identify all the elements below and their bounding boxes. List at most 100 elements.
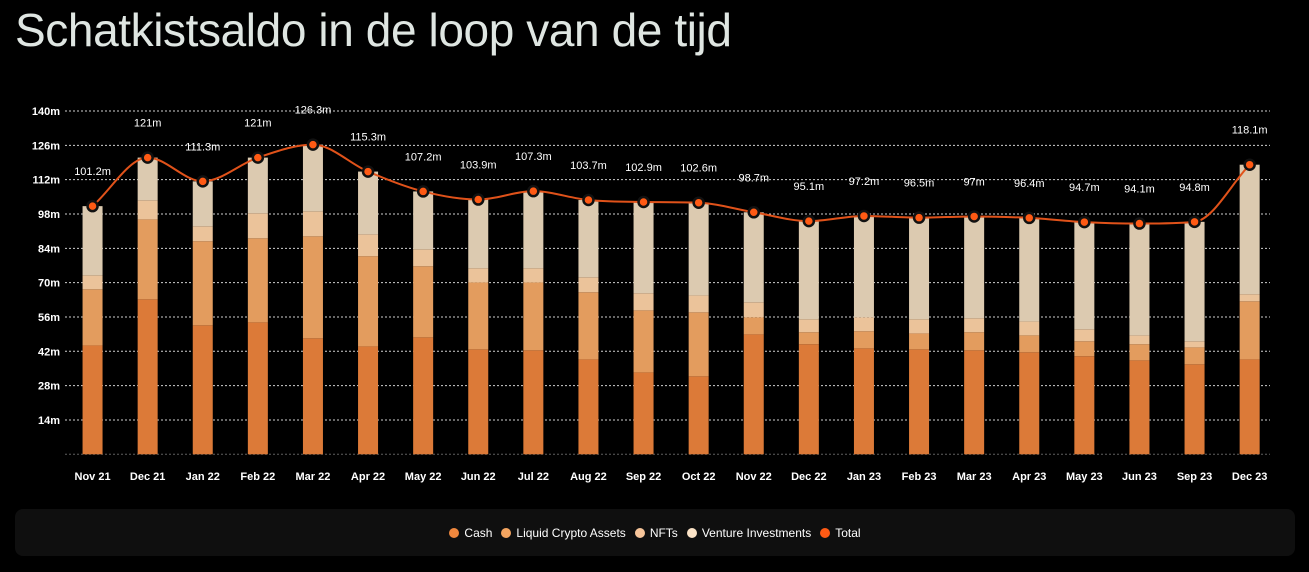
bar-liquid-crypto-assets-sep-23[interactable] — [1184, 347, 1205, 365]
total-point-sep-23[interactable] — [1188, 215, 1201, 229]
legend-item-venture-investments[interactable]: Venture Investments — [686, 526, 811, 540]
bar-liquid-crypto-assets-feb-23[interactable] — [909, 333, 930, 350]
bar-cash-jan-23[interactable] — [853, 348, 874, 455]
total-point-sep-22[interactable] — [637, 195, 650, 209]
bar-venture-investments-dec-21[interactable] — [137, 157, 158, 201]
bar-liquid-crypto-assets-jan-23[interactable] — [853, 331, 874, 349]
bar-nfts-jul-22[interactable] — [523, 268, 544, 283]
bar-cash-dec-21[interactable] — [137, 299, 158, 455]
total-point-jun-22[interactable] — [472, 193, 485, 206]
total-point-nov-21[interactable] — [86, 199, 99, 213]
bar-liquid-crypto-assets-apr-23[interactable] — [1019, 335, 1040, 353]
bar-venture-investments-mar-22[interactable] — [302, 144, 323, 212]
bar-nfts-jun-23[interactable] — [1129, 335, 1150, 345]
bar-venture-investments-nov-21[interactable] — [82, 206, 103, 276]
bar-nfts-dec-23[interactable] — [1239, 294, 1260, 302]
bar-nfts-dec-22[interactable] — [798, 319, 819, 333]
bar-nfts-aug-22[interactable] — [578, 277, 599, 293]
bar-cash-jan-22[interactable] — [192, 325, 213, 455]
bar-cash-oct-22[interactable] — [688, 376, 709, 455]
bar-nfts-jan-23[interactable] — [853, 317, 874, 332]
bar-liquid-crypto-assets-oct-22[interactable] — [688, 312, 709, 377]
bar-cash-mar-23[interactable] — [964, 350, 985, 455]
bar-liquid-crypto-assets-sep-22[interactable] — [633, 310, 654, 373]
bar-venture-investments-nov-22[interactable] — [743, 212, 764, 303]
bar-venture-investments-may-22[interactable] — [413, 191, 434, 250]
total-point-apr-23[interactable] — [1023, 211, 1036, 225]
bar-nfts-jan-22[interactable] — [192, 226, 213, 242]
bar-nfts-oct-22[interactable] — [688, 295, 709, 313]
bar-venture-investments-may-23[interactable] — [1074, 222, 1095, 330]
bar-nfts-apr-22[interactable] — [358, 234, 379, 257]
total-point-dec-22[interactable] — [802, 214, 816, 228]
bar-liquid-crypto-assets-apr-22[interactable] — [358, 256, 379, 347]
legend-item-total[interactable]: Total — [820, 526, 861, 540]
bar-nfts-feb-23[interactable] — [909, 319, 930, 334]
legend-item-liquid-crypto-assets[interactable]: Liquid Crypto Assets — [501, 526, 626, 540]
bar-liquid-crypto-assets-feb-22[interactable] — [247, 238, 268, 323]
bar-liquid-crypto-assets-mar-23[interactable] — [964, 332, 985, 351]
bar-venture-investments-mar-23[interactable] — [964, 216, 985, 319]
bar-nfts-feb-22[interactable] — [247, 213, 268, 239]
bar-venture-investments-jul-22[interactable] — [523, 191, 544, 269]
bar-nfts-jun-22[interactable] — [468, 268, 489, 283]
total-point-mar-22[interactable] — [306, 138, 320, 151]
bar-liquid-crypto-assets-jul-22[interactable] — [523, 282, 544, 351]
bar-liquid-crypto-assets-nov-22[interactable] — [743, 317, 764, 335]
bar-venture-investments-aug-22[interactable] — [578, 200, 599, 278]
total-point-jan-23[interactable] — [857, 209, 871, 223]
bar-cash-jun-23[interactable] — [1129, 360, 1150, 455]
bar-nfts-may-22[interactable] — [413, 249, 434, 267]
bar-nfts-nov-22[interactable] — [743, 302, 764, 318]
bar-liquid-crypto-assets-jun-23[interactable] — [1129, 344, 1150, 361]
total-point-jun-23[interactable] — [1133, 217, 1146, 230]
bar-cash-dec-23[interactable] — [1239, 359, 1260, 455]
bar-venture-investments-dec-23[interactable] — [1239, 164, 1260, 295]
bar-nfts-sep-23[interactable] — [1184, 341, 1205, 348]
bar-cash-mar-22[interactable] — [302, 338, 323, 455]
bar-liquid-crypto-assets-jan-22[interactable] — [192, 241, 213, 326]
legend-item-cash[interactable]: Cash — [449, 526, 492, 540]
total-point-oct-22[interactable] — [692, 196, 705, 209]
bar-liquid-crypto-assets-may-23[interactable] — [1074, 341, 1095, 357]
total-point-jul-22[interactable] — [527, 184, 540, 198]
bar-cash-aug-22[interactable] — [578, 359, 599, 455]
total-point-may-23[interactable] — [1078, 215, 1091, 229]
bar-venture-investments-sep-23[interactable] — [1184, 221, 1205, 342]
total-point-aug-22[interactable] — [582, 193, 595, 207]
bar-cash-apr-23[interactable] — [1019, 352, 1040, 455]
bar-venture-investments-sep-22[interactable] — [633, 201, 654, 294]
bar-venture-investments-feb-23[interactable] — [909, 217, 930, 320]
bar-liquid-crypto-assets-jun-22[interactable] — [468, 282, 489, 350]
total-point-dec-23[interactable] — [1243, 158, 1256, 171]
bar-liquid-crypto-assets-dec-23[interactable] — [1239, 301, 1260, 360]
bar-liquid-crypto-assets-nov-21[interactable] — [82, 289, 103, 346]
bar-nfts-mar-23[interactable] — [964, 318, 985, 333]
bar-nfts-mar-22[interactable] — [302, 211, 323, 237]
bar-liquid-crypto-assets-dec-22[interactable] — [798, 332, 819, 345]
total-point-feb-23[interactable] — [912, 211, 926, 224]
bar-cash-jun-22[interactable] — [468, 349, 489, 455]
bar-venture-investments-apr-22[interactable] — [358, 171, 379, 235]
bar-cash-dec-22[interactable] — [798, 344, 819, 455]
bar-cash-may-23[interactable] — [1074, 356, 1095, 455]
bar-cash-sep-22[interactable] — [633, 372, 654, 455]
bar-cash-may-22[interactable] — [413, 337, 434, 455]
bar-liquid-crypto-assets-aug-22[interactable] — [578, 292, 599, 360]
total-point-mar-23[interactable] — [967, 210, 981, 223]
bar-cash-apr-22[interactable] — [358, 346, 379, 455]
bar-venture-investments-jun-23[interactable] — [1129, 223, 1150, 336]
bar-nfts-apr-23[interactable] — [1019, 321, 1040, 336]
total-point-jan-22[interactable] — [196, 175, 209, 188]
bar-venture-investments-jan-22[interactable] — [192, 181, 213, 227]
total-point-nov-22[interactable] — [747, 206, 760, 219]
bar-cash-nov-22[interactable] — [743, 334, 764, 455]
bar-venture-investments-apr-23[interactable] — [1019, 217, 1040, 322]
bar-venture-investments-oct-22[interactable] — [688, 202, 709, 296]
bar-venture-investments-dec-22[interactable] — [798, 221, 819, 320]
bar-nfts-dec-21[interactable] — [137, 200, 158, 220]
bar-liquid-crypto-assets-mar-22[interactable] — [302, 236, 323, 339]
bar-cash-feb-23[interactable] — [909, 349, 930, 455]
total-point-dec-21[interactable] — [141, 151, 154, 164]
bar-cash-jul-22[interactable] — [523, 350, 544, 455]
